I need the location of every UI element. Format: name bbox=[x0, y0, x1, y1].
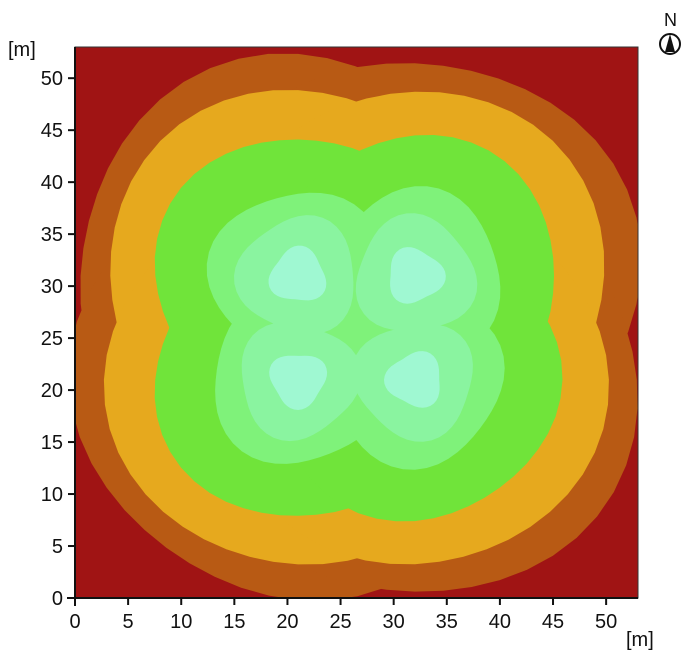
contour-lobe-level-6-3 bbox=[384, 351, 440, 408]
x-tick-label: 35 bbox=[436, 611, 458, 633]
north-arrow-needle bbox=[665, 34, 675, 52]
x-tick-label: 45 bbox=[542, 611, 564, 633]
contour-lobe-level-6-0 bbox=[268, 245, 327, 301]
x-tick-label: 20 bbox=[276, 611, 298, 633]
north-arrow-icon: N bbox=[659, 10, 681, 55]
y-tick-label: 45 bbox=[41, 120, 63, 142]
x-axis-unit-label: [m] bbox=[626, 629, 654, 651]
y-tick-label: 40 bbox=[41, 172, 63, 194]
x-tick-label: 30 bbox=[383, 611, 405, 633]
y-tick-label: 35 bbox=[41, 224, 63, 246]
y-tick-label: 20 bbox=[41, 380, 63, 402]
y-tick-label: 30 bbox=[41, 276, 63, 298]
y-tick-label: 50 bbox=[41, 68, 63, 90]
x-tick-label: 40 bbox=[489, 611, 511, 633]
x-tick-label: 15 bbox=[223, 611, 245, 633]
x-tick-label: 50 bbox=[595, 611, 617, 633]
x-tick-label: 25 bbox=[329, 611, 351, 633]
y-tick-label: 5 bbox=[52, 536, 63, 558]
contour-lobe-level-6-2 bbox=[269, 355, 328, 410]
axes: 0 5 10 15 20 25 30 35 40 45 50 0 5 10 15 20 25 30 35 40 45 50 bbox=[41, 46, 639, 633]
y-tick-label: 0 bbox=[52, 588, 63, 610]
y-tick-label: 15 bbox=[41, 432, 63, 454]
x-tick-label: 5 bbox=[123, 611, 134, 633]
contour-level-4 bbox=[206, 186, 505, 470]
y-axis-unit-label: [m] bbox=[8, 39, 36, 61]
y-tick-label: 25 bbox=[41, 328, 63, 350]
contour-level-6 bbox=[268, 245, 446, 410]
contour-lobe-level-6-1 bbox=[390, 247, 446, 304]
plot-area bbox=[75, 47, 638, 598]
north-label: N bbox=[664, 10, 677, 30]
y-tick-label: 10 bbox=[41, 484, 63, 506]
x-tick-label: 0 bbox=[69, 611, 80, 633]
x-tick-label: 10 bbox=[170, 611, 192, 633]
